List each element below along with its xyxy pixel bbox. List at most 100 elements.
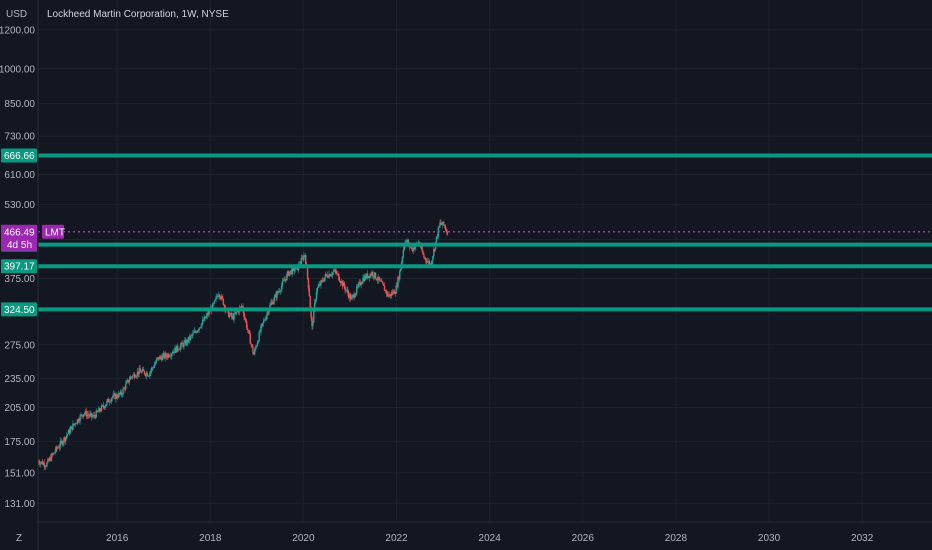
y-axis-panel[interactable] <box>0 0 38 550</box>
candle-body-18 <box>53 452 55 454</box>
candle-316 <box>320 279 322 289</box>
candle-112 <box>137 371 139 378</box>
candle-body-357 <box>356 286 359 287</box>
candle-208 <box>223 303 225 308</box>
candle-231 <box>244 313 246 321</box>
candle-87 <box>115 392 117 403</box>
candle-body-232 <box>245 318 247 322</box>
candle-body-43 <box>75 423 78 425</box>
candle-267 <box>276 290 278 301</box>
candle-126 <box>150 368 152 377</box>
candle-268 <box>277 290 279 294</box>
candle-25 <box>59 437 62 450</box>
candle-body-151 <box>172 351 174 354</box>
candle-body-21 <box>56 446 58 449</box>
candle-199 <box>215 293 217 303</box>
candle-402 <box>397 275 399 291</box>
candle-325 <box>328 270 330 279</box>
candle-122 <box>146 371 148 377</box>
candle-body-198 <box>214 299 216 301</box>
candle-156 <box>176 343 179 353</box>
candle-124 <box>148 374 150 377</box>
candle-358 <box>357 281 360 289</box>
candle-body-332 <box>334 269 336 271</box>
candle-54 <box>85 407 88 420</box>
candle-144 <box>166 353 168 360</box>
candle-body-102 <box>128 380 131 383</box>
level-lines[interactable] <box>38 153 932 312</box>
candle-body-441 <box>432 255 434 261</box>
candle-363 <box>362 274 364 285</box>
candle-body-55 <box>86 414 88 417</box>
candle-370 <box>368 275 371 282</box>
candle-body-145 <box>167 354 169 358</box>
candle-body-276 <box>284 279 286 281</box>
candle-153 <box>174 345 176 353</box>
symbol-tag-bg <box>42 224 64 239</box>
candle-body-254 <box>264 319 267 321</box>
candle-265 <box>274 292 276 297</box>
candle-452 <box>442 221 444 228</box>
candle-185 <box>202 317 205 322</box>
candle-body-408 <box>402 250 405 257</box>
candle-351 <box>351 294 353 301</box>
candle-362 <box>361 281 363 285</box>
candle-31 <box>65 436 67 445</box>
x-tick-label-7: 2030 <box>758 533 781 544</box>
candle-419 <box>412 245 414 255</box>
candle-body-20 <box>55 446 57 452</box>
candle-body-84 <box>112 394 114 398</box>
candle-236 <box>248 329 251 335</box>
candle-body-224 <box>237 310 240 313</box>
candle-183 <box>201 322 203 330</box>
candle-body-208 <box>223 305 225 306</box>
candle-body-161 <box>181 342 183 344</box>
x-axis-panel[interactable] <box>38 522 932 550</box>
candle-266 <box>275 290 277 302</box>
candle-206 <box>221 294 224 300</box>
x-tick-label-1: 2018 <box>199 533 222 544</box>
candle-61 <box>91 414 94 419</box>
y-tick-label-3: 205.00 <box>4 403 35 414</box>
candle-390 <box>386 290 388 297</box>
candle-body-353 <box>353 294 355 298</box>
candle-body-98 <box>125 383 127 390</box>
candle-body-204 <box>219 297 222 299</box>
candle-body-387 <box>383 285 386 291</box>
candle-body-27 <box>61 441 63 445</box>
candle-body-445 <box>435 236 438 243</box>
candle-337 <box>339 276 341 283</box>
candle-129 <box>152 365 155 370</box>
candle-92 <box>119 389 122 396</box>
candle-body-115 <box>140 370 142 373</box>
candle-body-39 <box>72 423 74 430</box>
candle-body-109 <box>134 377 137 378</box>
candle-130 <box>153 361 156 368</box>
z-icon[interactable]: Z <box>16 533 22 544</box>
candle-body-159 <box>179 345 182 350</box>
candle-89 <box>116 393 119 401</box>
candle-body-180 <box>198 327 200 331</box>
candle-body-149 <box>170 353 173 357</box>
candle-60 <box>91 412 93 421</box>
candle-body-420 <box>413 247 415 250</box>
candle-296 <box>302 255 304 262</box>
candle-body-244 <box>255 346 258 348</box>
candle-319 <box>322 277 325 283</box>
candle-75 <box>104 404 106 410</box>
candle-body-114 <box>139 368 141 371</box>
candle-body-271 <box>279 290 282 292</box>
candle-body-233 <box>245 321 248 329</box>
candle-310 <box>314 298 317 305</box>
candle-body-41 <box>74 423 76 425</box>
candle-body-38 <box>71 426 73 430</box>
candle-20 <box>55 445 57 454</box>
candle-400 <box>395 282 397 294</box>
candle-body-434 <box>425 260 428 263</box>
candle-body-99 <box>125 381 128 384</box>
candle-197 <box>213 300 216 305</box>
candle-417 <box>410 246 413 250</box>
candle-body-67 <box>97 411 99 413</box>
candle-264 <box>273 294 276 305</box>
